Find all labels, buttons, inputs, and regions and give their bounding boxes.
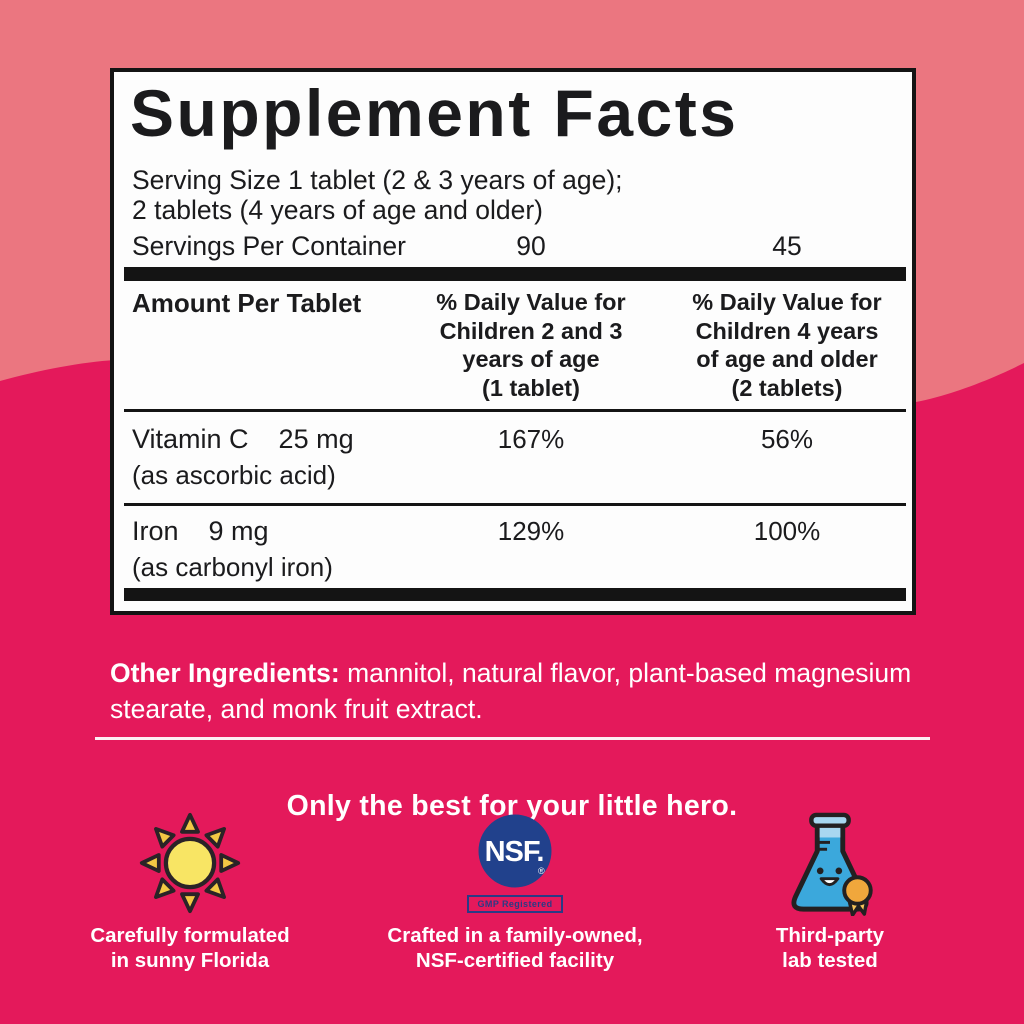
vitamin-c-dv-2-3: 167%	[497, 424, 565, 454]
divider-thin-2	[124, 503, 906, 506]
nutrient-row-vitamin-c: Vitamin C 25 mg	[132, 424, 354, 455]
other-ingredients-label: Other Ingredients:	[110, 657, 340, 688]
header-daily-value-4-plus: % Daily Value for Children 4 years of ag…	[692, 289, 882, 401]
flask-lip	[809, 812, 851, 828]
feature-caption: Crafted in a family-owned, NSF-certified…	[387, 924, 643, 973]
flask-neck-highlight	[819, 826, 841, 838]
lab-flask-icon	[791, 812, 873, 916]
nsf-seal-icon: NSF. ®	[478, 814, 552, 888]
sun-core	[163, 836, 217, 890]
divider-thick-bottom	[124, 588, 906, 601]
vitamin-c-dv-4-plus: 56%	[760, 424, 814, 454]
nutrient-amount: 25 mg	[278, 424, 354, 454]
nutrient-detail: (as carbonyl iron)	[132, 552, 333, 582]
nutrient-name: Vitamin C	[132, 424, 249, 454]
servings-count-2-3: 90	[516, 231, 546, 261]
servings-count-4-plus: 45	[772, 231, 802, 261]
nsf-circle	[478, 814, 552, 888]
sun-rays	[139, 812, 241, 914]
supplement-facts-panel: Supplement Facts Serving Size 1 tablet (…	[110, 68, 916, 615]
nutrient-row-iron: Iron 9 mg	[132, 516, 269, 547]
nutrient-amount: 9 mg	[208, 516, 269, 546]
feature-nsf: NSF. ® GMP Registered Crafted in a famil…	[380, 810, 650, 974]
nsf-registered-mark: ®	[538, 866, 545, 876]
ribbon-medal	[842, 875, 873, 906]
flask-icon-slot	[771, 810, 889, 916]
flask-eye	[816, 867, 824, 875]
feature-lab-tested: Third-party lab tested	[698, 810, 962, 974]
header-daily-value-2-3: % Daily Value for Children 2 and 3 years…	[436, 289, 626, 401]
nsf-seal-slot: NSF. ® GMP Registered	[466, 810, 564, 916]
sun-icon	[139, 812, 241, 914]
feature-caption: Third-party lab tested	[775, 924, 885, 973]
header-amount-per-tablet: Amount Per Tablet	[132, 288, 362, 318]
flask-eye	[835, 867, 843, 875]
nutrient-name: Iron	[132, 516, 179, 546]
serving-size-text: Serving Size 1 tablet (2 & 3 years of ag…	[132, 165, 623, 225]
feature-caption: Carefully formulated in sunny Florida	[90, 924, 290, 973]
gmp-registered-badge: GMP Registered	[466, 895, 564, 913]
servings-per-container-label: Servings Per Container	[132, 231, 406, 261]
nsf-text: NSF.	[485, 836, 544, 868]
other-ingredients: Other Ingredients: mannitol, natural fla…	[110, 655, 942, 728]
other-ingredients-text: mannitol, natural flavor, plant-based ma…	[110, 657, 912, 724]
divider-thick-top	[124, 267, 906, 281]
panel-title: Supplement Facts	[130, 76, 739, 150]
sun-icon-slot	[124, 810, 256, 916]
divider-line	[95, 737, 930, 740]
feature-sunny-florida: Carefully formulated in sunny Florida	[58, 810, 322, 974]
iron-dv-2-3: 129%	[497, 516, 565, 546]
flask-smile	[819, 877, 840, 887]
divider-thin-1	[124, 409, 906, 412]
nutrient-detail: (as ascorbic acid)	[132, 460, 336, 490]
iron-dv-4-plus: 100%	[753, 516, 821, 546]
